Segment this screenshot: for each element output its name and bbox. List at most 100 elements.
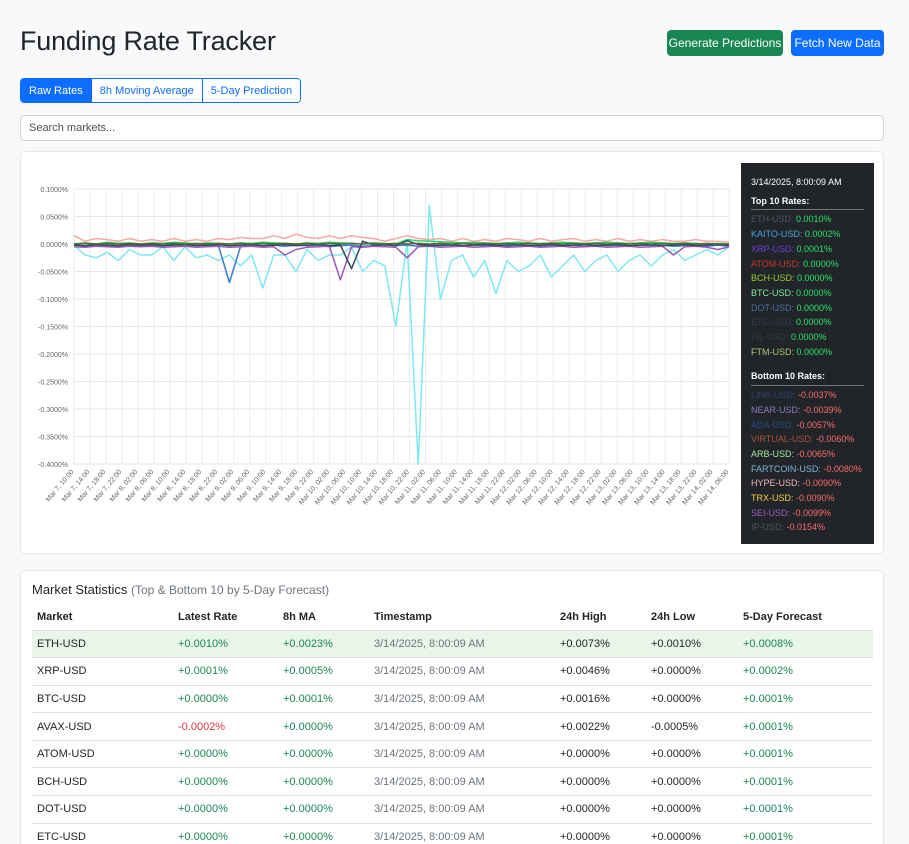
tooltip-row: BTC-USD: 0.0000% <box>751 286 864 301</box>
cell-timestamp: 3/14/2025, 8:00:09 AM <box>369 657 555 686</box>
cell-forecast: +0.0002% <box>738 657 873 686</box>
col-latest-rate[interactable]: Latest Rate <box>173 604 278 631</box>
cell-ma: +0.0000% <box>278 823 369 844</box>
tooltip-value: 0.0000% <box>793 317 832 328</box>
cell-ma: +0.0000% <box>278 795 369 824</box>
fetch-new-data-button[interactable]: Fetch New Data <box>791 30 884 56</box>
tooltip-row: ETH-USD: 0.0010% <box>751 212 864 227</box>
table-header-row: Market Latest Rate 8h MA Timestamp 24h H… <box>32 604 873 631</box>
cell-latest: -0.0002% <box>173 712 278 741</box>
market-statistics-card: Market Statistics (Top & Bottom 10 by 5-… <box>20 570 884 844</box>
tooltip-value: 0.0000% <box>794 346 833 357</box>
tooltip-value: 0.0010% <box>793 214 832 225</box>
cell-high: +0.0000% <box>555 740 646 769</box>
cell-low: +0.0000% <box>646 823 738 844</box>
cell-low: -0.0005% <box>646 712 738 741</box>
y-tick-label: -0.3000% <box>38 407 68 414</box>
chart-tooltip: 3/14/2025, 8:00:09 AM Top 10 Rates: ETH-… <box>741 163 874 544</box>
series-line-2 <box>73 243 730 284</box>
tooltip-market: LINK-USD: <box>751 390 796 401</box>
cell-low: +0.0000% <box>646 657 738 686</box>
cell-ma: +0.0000% <box>278 712 369 741</box>
tooltip-row: TRX-USD: -0.0090% <box>751 491 864 506</box>
cell-market: AVAX-USD <box>32 712 173 741</box>
col-8h-ma[interactable]: 8h MA <box>278 604 369 631</box>
cell-market: ATOM-USD <box>32 740 173 769</box>
tooltip-market: FTM-USD: <box>751 346 794 357</box>
tooltip-market: VIRTUAL-USD: <box>751 434 814 445</box>
y-tick-label: -0.2500% <box>38 380 68 387</box>
col-5-day-forecast[interactable]: 5-Day Forecast <box>738 604 873 631</box>
tooltip-value: -0.0060% <box>813 434 855 445</box>
table-row[interactable]: AVAX-USD -0.0002% +0.0000% 3/14/2025, 8:00:… <box>32 712 873 741</box>
tooltip-market: HYPE-USD: <box>751 478 801 489</box>
table-row[interactable]: BCH-USD +0.0000% +0.0000% 3/14/2025, 8:00:0… <box>32 767 873 797</box>
cell-forecast: +0.0001% <box>738 767 873 797</box>
cell-ma: +0.0005% <box>278 657 369 686</box>
cell-timestamp: 3/14/2025, 8:00:09 AM <box>369 712 555 741</box>
table-row[interactable]: ETC-USD +0.0000% +0.0000% 3/14/2025, 8:00:0… <box>32 823 873 844</box>
tooltip-value: -0.0057% <box>794 419 836 430</box>
table-row[interactable]: DOT-USD +0.0000% +0.0000% 3/14/2025, 8:00:0… <box>32 795 873 824</box>
generate-predictions-button[interactable]: Generate Predictions <box>667 30 783 56</box>
cell-timestamp: 3/14/2025, 8:00:09 AM <box>369 795 555 824</box>
series-line-1 <box>73 233 730 244</box>
cell-latest: +0.0000% <box>173 767 278 797</box>
table-row[interactable]: ATOM-USD +0.0000% +0.0000% 3/14/2025, 8:00:… <box>32 740 873 769</box>
tooltip-value: -0.0090% <box>793 493 835 504</box>
y-tick-label: 0.0000% <box>40 242 68 249</box>
tab-8h-moving-average[interactable]: 8h Moving Average <box>91 79 203 102</box>
tooltip-row: NEAR-USD: -0.0039% <box>751 403 864 418</box>
y-tick-label: 0.0500% <box>40 215 68 222</box>
tooltip-top-heading: Top 10 Rates: <box>751 194 864 211</box>
tooltip-row: ATOM-USD: 0.0000% <box>751 257 864 272</box>
tooltip-market: FARTCOIN-USD: <box>751 463 821 474</box>
col-market[interactable]: Market <box>32 604 173 631</box>
cell-market: ETH-USD <box>32 630 173 659</box>
col-24h-high[interactable]: 24h High <box>555 604 646 631</box>
cell-forecast: +0.0001% <box>738 740 873 769</box>
tooltip-market: IP-USD: <box>751 522 785 533</box>
cell-low: +0.0010% <box>646 630 738 659</box>
chart-card: 0.1000% 0.0500% 0.0000% -0.0500% -0.1000% -0.… <box>20 151 884 554</box>
y-tick-label: -0.0500% <box>38 270 68 277</box>
tooltip-market: DOT-USD: <box>751 302 795 313</box>
tooltip-row: LINK-USD: -0.0037% <box>751 388 864 403</box>
y-tick-label: -0.1000% <box>38 297 68 304</box>
tooltip-top-list: ETH-USD: 0.0010% KAITO-USD: 0.0002% XRP-US… <box>751 212 864 359</box>
y-tick-label: 0.1000% <box>40 187 68 194</box>
cell-high: +0.0000% <box>555 823 646 844</box>
col-24h-low[interactable]: 24h Low <box>646 604 738 631</box>
table-row[interactable]: BTC-USD +0.0000% +0.0001% 3/14/2025, 8:00:0… <box>32 685 873 714</box>
view-tabs: Raw Rates 8h Moving Average 5-Day Predic… <box>20 78 302 103</box>
cell-market: XRP-USD <box>32 657 173 686</box>
table-row[interactable]: ETH-USD +0.0010% +0.0023% 3/14/2025, 8:00:0… <box>32 630 873 659</box>
cell-ma: +0.0000% <box>278 767 369 797</box>
page-title: Funding Rate Tracker <box>20 26 276 56</box>
table-row[interactable]: XRP-USD +0.0001% +0.0005% 3/14/2025, 8:00:0… <box>32 657 873 686</box>
cell-market: ETC-USD <box>32 823 173 844</box>
cell-high: +0.0073% <box>555 630 646 659</box>
tooltip-row: VIRTUAL-USD: -0.0060% <box>751 432 864 447</box>
tooltip-market: FIL-USD: <box>751 332 789 343</box>
stats-title: Market Statistics (Top & Bottom 10 by 5-… <box>32 582 329 597</box>
cell-low: +0.0000% <box>646 795 738 824</box>
tooltip-bottom-list: LINK-USD: -0.0037% NEAR-USD: -0.0039% ADA-… <box>751 388 864 535</box>
tab-raw-rates[interactable]: Raw Rates <box>21 79 92 102</box>
cell-timestamp: 3/14/2025, 8:00:09 AM <box>369 630 555 659</box>
search-input[interactable] <box>20 115 884 141</box>
tooltip-value: -0.0039% <box>800 404 842 415</box>
cell-forecast: +0.0001% <box>738 685 873 714</box>
col-timestamp[interactable]: Timestamp <box>369 604 555 631</box>
cell-timestamp: 3/14/2025, 8:00:09 AM <box>369 767 555 797</box>
tooltip-market: XRP-USD: <box>751 243 795 254</box>
tooltip-value: 0.0002% <box>802 229 841 240</box>
cell-latest: +0.0000% <box>173 795 278 824</box>
tab-5-day-prediction[interactable]: 5-Day Prediction <box>202 79 301 102</box>
tooltip-row: XRP-USD: 0.0001% <box>751 242 864 257</box>
tooltip-market: ETH-USD: <box>751 214 794 225</box>
tooltip-value: -0.0037% <box>795 390 837 401</box>
funding-rate-chart[interactable]: 0.1000% 0.0500% 0.0000% -0.0500% -0.1000% -0.… <box>21 152 741 555</box>
tooltip-row: HYPE-USD: -0.0090% <box>751 476 864 491</box>
cell-timestamp: 3/14/2025, 8:00:09 AM <box>369 823 555 844</box>
